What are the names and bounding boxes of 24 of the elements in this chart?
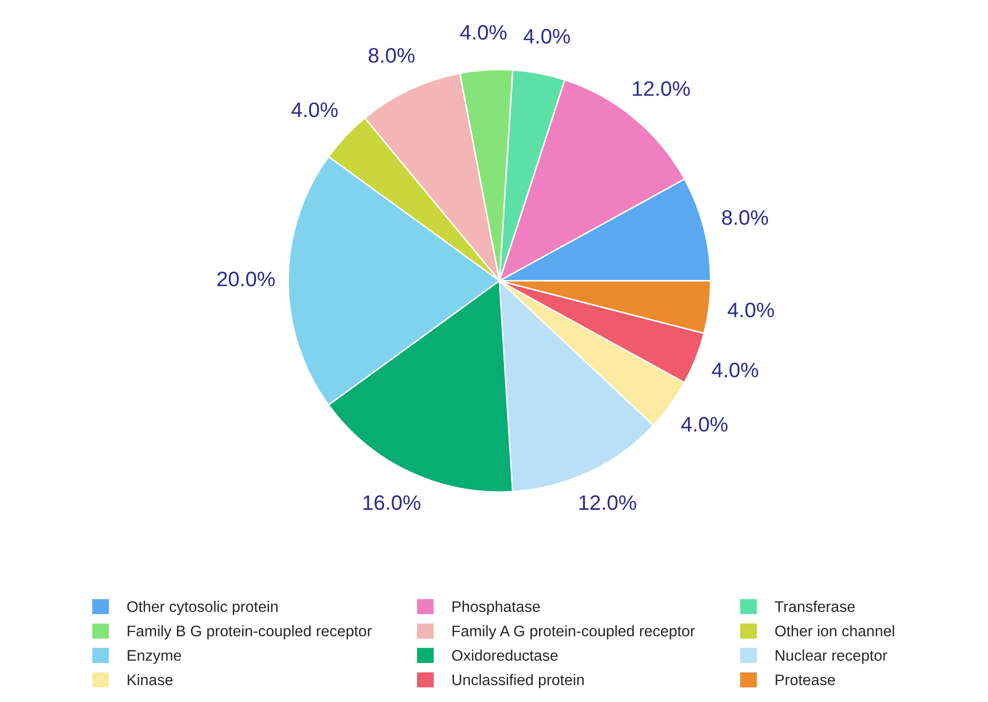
legend-label: Transferase (774, 600, 855, 612)
data-label: 20.0% (217, 272, 275, 286)
data-label: 16.0% (364, 495, 420, 510)
data-label: 8.0% (368, 48, 415, 63)
legend-label: Enzyme (128, 650, 182, 664)
legend-label: Unclassified protein (452, 674, 584, 688)
data-label: 4.0% (291, 102, 338, 118)
legend-label: Nuclear receptor (776, 650, 888, 664)
data-label: 4.0% (728, 302, 774, 318)
legend-label: Phosphatase (452, 600, 540, 616)
legend-label: Family A G protein-coupled receptor (452, 625, 695, 640)
data-label: 12.0% (579, 495, 636, 510)
data-label: 4.0% (524, 28, 570, 44)
data-label: 4.0% (460, 24, 507, 40)
legend-label: Other cytosolic protein (127, 600, 278, 616)
data-label: 4.0% (712, 362, 758, 378)
legend-label: Kinase (128, 674, 173, 686)
legend-label: Protease (776, 674, 835, 686)
data-label: 12.0% (633, 81, 690, 96)
legend-label: Oxidoreductase (452, 650, 558, 661)
legend-label: Other ion channel (775, 625, 894, 636)
legend-label: Family B G protein-coupled receptor (128, 625, 372, 640)
data-label: 8.0% (722, 210, 768, 225)
data-label: 4.0% (681, 416, 728, 432)
